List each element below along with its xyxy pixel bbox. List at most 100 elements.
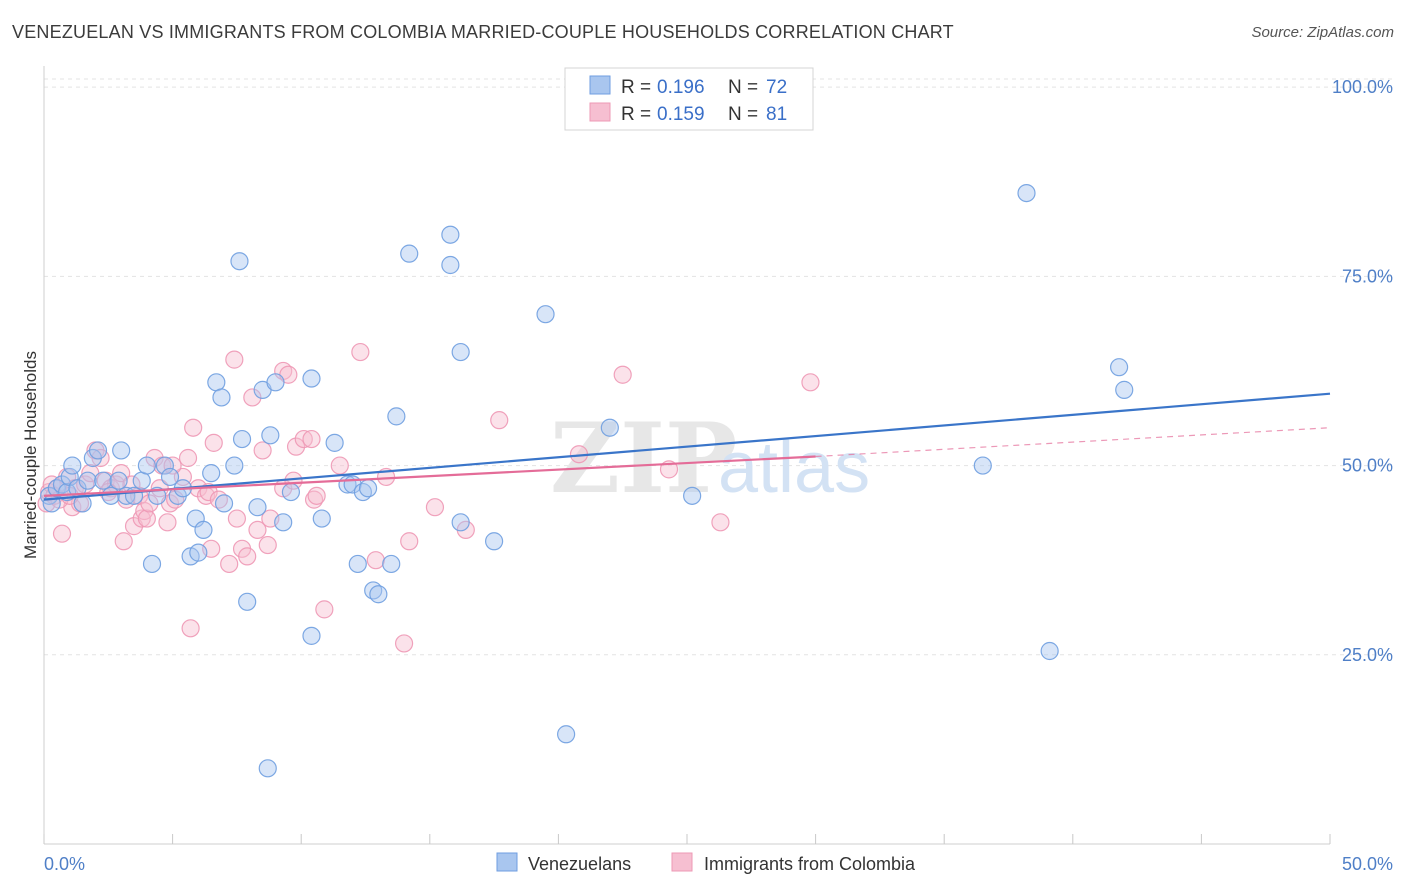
point-venezuelans-6	[63, 456, 82, 475]
point-colombia-71	[490, 411, 509, 430]
point-venezuelans-70	[1040, 641, 1059, 661]
point-colombia-75	[711, 513, 730, 532]
point-venezuelans-40	[258, 759, 277, 778]
point-venezuelans-30	[202, 464, 221, 483]
point-colombia-18	[114, 532, 133, 551]
point-venezuelans-62	[451, 513, 470, 532]
legend-n-value-1: 72	[766, 77, 787, 98]
point-venezuelans-69	[1017, 183, 1036, 203]
point-colombia-26	[140, 494, 159, 513]
chart-title: VENEZUELAN VS IMMIGRANTS FROM COLOMBIA M…	[12, 22, 954, 42]
legend-n-label-1: N =	[728, 77, 758, 98]
point-venezuelans-65	[557, 725, 576, 744]
watermark: ZIP atlas	[550, 402, 870, 515]
point-colombia-49	[248, 520, 267, 540]
point-venezuelans-51	[348, 554, 367, 574]
legend-swatch-venezuelans	[589, 75, 611, 95]
point-venezuelans-14	[109, 471, 128, 490]
point-venezuelans-44	[281, 482, 301, 502]
point-venezuelans-12	[94, 471, 113, 490]
point-venezuelans-58	[400, 244, 419, 263]
legend-swatch-colombia	[589, 102, 611, 122]
point-colombia-48	[243, 388, 262, 407]
point-venezuelans-41	[261, 426, 280, 445]
point-colombia-43	[220, 554, 239, 574]
point-colombia-41	[204, 433, 223, 452]
bottom-legend-colombia: Immigrants from Colombia	[704, 854, 916, 874]
point-colombia-80	[163, 456, 182, 475]
point-colombia-59	[302, 429, 321, 449]
legend: R = 0.196 N = 72 R = 0.159 N = 81	[564, 67, 814, 131]
watermark-zip: ZIP	[550, 402, 737, 515]
legend-r-label-1: R =	[621, 77, 651, 98]
point-venezuelans-48	[325, 433, 344, 452]
legend-r-value-2: 0.159	[657, 104, 705, 125]
point-venezuelans-43	[274, 513, 293, 532]
point-colombia-51	[258, 535, 277, 555]
point-colombia-69	[425, 498, 445, 517]
legend-n-label-2: N =	[728, 104, 758, 125]
point-venezuelans-60	[441, 225, 460, 244]
y-tick-label-0: 100.0%	[1332, 77, 1393, 97]
bottom-legend: Venezuelans Immigrants from Colombia	[496, 852, 916, 874]
point-venezuelans-37	[238, 592, 257, 611]
point-venezuelans-18	[132, 471, 151, 490]
point-venezuelans-68	[973, 456, 992, 475]
point-colombia-58	[294, 429, 313, 449]
point-colombia-27	[145, 448, 164, 468]
point-colombia-25	[137, 509, 156, 528]
point-venezuelans-45	[302, 369, 321, 388]
point-venezuelans-46	[302, 626, 321, 645]
legend-r-value-1: 0.196	[657, 77, 705, 98]
point-colombia-45	[227, 509, 246, 528]
point-venezuelans-13	[101, 486, 120, 505]
point-colombia-62	[315, 600, 334, 619]
x-tick-label-min: 0.0%	[44, 854, 85, 874]
y-tick-label-1: 75.0%	[1342, 266, 1393, 286]
point-colombia-30	[158, 513, 177, 532]
point-venezuelans-32	[212, 388, 231, 407]
point-venezuelans-64	[536, 305, 555, 324]
point-colombia-44	[225, 350, 244, 369]
point-venezuelans-19	[137, 456, 156, 475]
point-venezuelans-31	[207, 373, 226, 392]
point-colombia-47	[238, 547, 257, 566]
point-venezuelans-56	[382, 554, 401, 574]
x-tick-label-max: 50.0%	[1342, 854, 1393, 874]
point-venezuelans-47	[312, 509, 331, 528]
legend-r-label-2: R =	[621, 104, 651, 125]
gridlines	[44, 78, 1393, 656]
point-colombia-57	[286, 437, 306, 456]
point-venezuelans-36	[232, 429, 252, 449]
point-venezuelans-28	[189, 543, 208, 562]
point-venezuelans-15	[112, 441, 131, 460]
bottom-legend-swatch-colombia	[671, 852, 693, 872]
point-venezuelans-38	[248, 498, 267, 517]
trend-line-ext-colombia	[815, 427, 1331, 458]
watermark-atlas: atlas	[718, 428, 870, 508]
point-colombia-63	[330, 456, 349, 475]
point-colombia-68	[400, 532, 419, 551]
point-venezuelans-72	[1115, 380, 1134, 399]
point-colombia-61	[307, 486, 326, 505]
trend-line-venezuelans	[43, 392, 1331, 501]
point-colombia-35	[181, 619, 200, 638]
point-venezuelans-42	[266, 373, 285, 392]
y-axis-label: Married-couple Households	[21, 351, 40, 559]
point-venezuelans-71	[1109, 358, 1129, 377]
point-venezuelans-29	[194, 520, 213, 540]
axes	[43, 66, 1331, 845]
point-colombia-73	[613, 365, 632, 384]
point-venezuelans-11	[88, 441, 108, 460]
point-colombia-36	[184, 418, 203, 437]
bottom-legend-venezuelans: Venezuelans	[528, 854, 631, 874]
point-venezuelans-22	[155, 456, 174, 475]
point-venezuelans-53	[358, 479, 378, 498]
point-venezuelans-34	[225, 456, 244, 475]
point-venezuelans-59	[441, 255, 460, 275]
point-venezuelans-20	[142, 554, 162, 574]
point-venezuelans-67	[683, 486, 702, 505]
trend-line-colombia	[43, 455, 816, 497]
point-colombia-34	[178, 448, 198, 468]
